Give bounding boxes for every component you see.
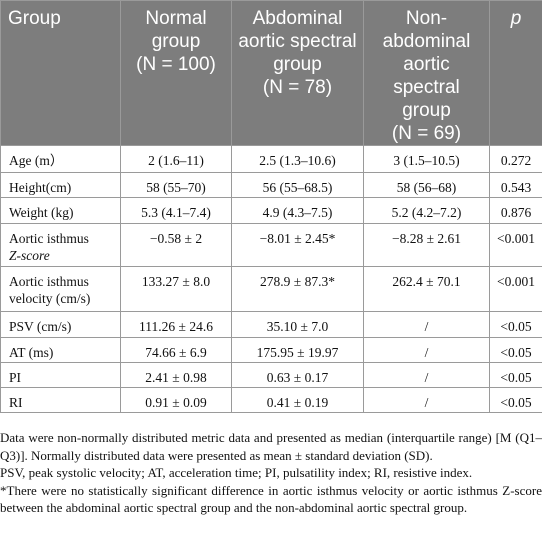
table-row: Aortic isthmus velocity (cm/s) 133.27 ± … — [0, 266, 542, 312]
header-abdominal-n: (N = 78) — [262, 77, 333, 98]
cell-abdominal: 278.9 ± 87.3* — [231, 266, 364, 312]
cell-non-abdominal: 58 (56–68) — [363, 172, 490, 198]
header-normal-title: Normal group — [145, 8, 207, 52]
cell-non-abdominal: / — [363, 387, 490, 413]
cell-p: <0.001 — [489, 266, 542, 312]
cell-p: <0.001 — [489, 223, 542, 267]
row-label: Aortic isthmus velocity (cm/s) — [0, 266, 121, 312]
cell-non-abdominal: / — [363, 362, 490, 388]
cell-p: <0.05 — [489, 337, 542, 363]
cell-abdominal: 2.5 (1.3–10.6) — [231, 145, 364, 173]
data-table: Group Normal group (N = 100) Abdominal a… — [0, 0, 542, 413]
row-label-suffix: Z-score — [9, 248, 50, 263]
cell-abdominal: −8.01 ± 2.45* — [231, 223, 364, 267]
table-footnotes: Data were non-normally distributed metri… — [0, 429, 542, 517]
table-row: Weight (kg) 5.3 (4.1–7.4) 4.9 (4.3–7.5) … — [0, 197, 542, 224]
header-non-n: (N = 69) — [391, 123, 462, 144]
cell-normal: 2 (1.6–11) — [120, 145, 232, 173]
row-label: PSV (cm/s) — [0, 311, 121, 338]
header-normal-n: (N = 100) — [136, 54, 216, 75]
table-row: PI 2.41 ± 0.98 0.63 ± 0.17 / <0.05 — [0, 362, 542, 388]
header-p: p — [489, 0, 542, 146]
cell-abdominal: 35.10 ± 7.0 — [231, 311, 364, 338]
cell-normal: 111.26 ± 24.6 — [120, 311, 232, 338]
cell-p: 0.876 — [489, 197, 542, 224]
footnote-significance: *There were no statistically significant… — [0, 482, 542, 516]
cell-p: <0.05 — [489, 387, 542, 413]
cell-non-abdominal: 3 (1.5–10.5) — [363, 145, 490, 173]
cell-normal: 74.66 ± 6.9 — [120, 337, 232, 363]
header-non-title: Non-abdominal aortic spectral group — [382, 8, 471, 121]
header-abdominal-title: Abdominal aortic spectral group — [238, 8, 357, 75]
cell-p: 0.272 — [489, 145, 542, 173]
table-row: Aortic isthmus Z-score −0.58 ± 2 −8.01 ±… — [0, 223, 542, 267]
cell-normal: 58 (55–70) — [120, 172, 232, 198]
row-label: AT (ms) — [0, 337, 121, 363]
cell-non-abdominal: 5.2 (4.2–7.2) — [363, 197, 490, 224]
cell-abdominal: 0.41 ± 0.19 — [231, 387, 364, 413]
row-label: PI — [0, 362, 121, 388]
cell-p: <0.05 — [489, 362, 542, 388]
table-row: Age (m） 2 (1.6–11) 2.5 (1.3–10.6) 3 (1.5… — [0, 145, 542, 173]
table-row: Height(cm) 58 (55–70) 56 (55–68.5) 58 (5… — [0, 172, 542, 198]
header-abdominal-group: Abdominal aortic spectral group (N = 78) — [231, 0, 364, 146]
row-label: Weight (kg) — [0, 197, 121, 224]
row-label: Aortic isthmus Z-score — [0, 223, 121, 267]
cell-normal: 2.41 ± 0.98 — [120, 362, 232, 388]
table-row: RI 0.91 ± 0.09 0.41 ± 0.19 / <0.05 — [0, 387, 542, 413]
table-row: PSV (cm/s) 111.26 ± 24.6 35.10 ± 7.0 / <… — [0, 311, 542, 338]
footnote-data-presentation: Data were non-normally distributed metri… — [0, 430, 542, 463]
row-label: RI — [0, 387, 121, 413]
cell-abdominal: 4.9 (4.3–7.5) — [231, 197, 364, 224]
cell-non-abdominal: / — [363, 337, 490, 363]
row-label-prefix: Aortic isthmus — [9, 231, 89, 246]
cell-non-abdominal: / — [363, 311, 490, 338]
cell-normal: 133.27 ± 8.0 — [120, 266, 232, 312]
row-label: Age (m） — [0, 145, 121, 173]
cell-normal: −0.58 ± 2 — [120, 223, 232, 267]
cell-normal: 5.3 (4.1–7.4) — [120, 197, 232, 224]
header-row: Group Normal group (N = 100) Abdominal a… — [0, 0, 542, 146]
cell-abdominal: 0.63 ± 0.17 — [231, 362, 364, 388]
row-label-prefix: Aortic isthmus — [9, 274, 89, 289]
row-label: Height(cm) — [0, 172, 121, 198]
row-label-suffix: velocity (cm/s) — [9, 291, 91, 306]
cell-p: 0.543 — [489, 172, 542, 198]
header-normal-group: Normal group (N = 100) — [120, 0, 232, 146]
cell-abdominal: 56 (55–68.5) — [231, 172, 364, 198]
cell-normal: 0.91 ± 0.09 — [120, 387, 232, 413]
header-group: Group — [0, 0, 121, 146]
cell-p: <0.05 — [489, 311, 542, 338]
cell-abdominal: 175.95 ± 19.97 — [231, 337, 364, 363]
cell-non-abdominal: 262.4 ± 70.1 — [363, 266, 490, 312]
footnote-abbreviations: PSV, peak systolic velocity; AT, acceler… — [0, 465, 473, 480]
table-row: AT (ms) 74.66 ± 6.9 175.95 ± 19.97 / <0.… — [0, 337, 542, 363]
cell-non-abdominal: −8.28 ± 2.61 — [363, 223, 490, 267]
header-non-abdominal-group: Non-abdominal aortic spectral group (N =… — [363, 0, 490, 146]
